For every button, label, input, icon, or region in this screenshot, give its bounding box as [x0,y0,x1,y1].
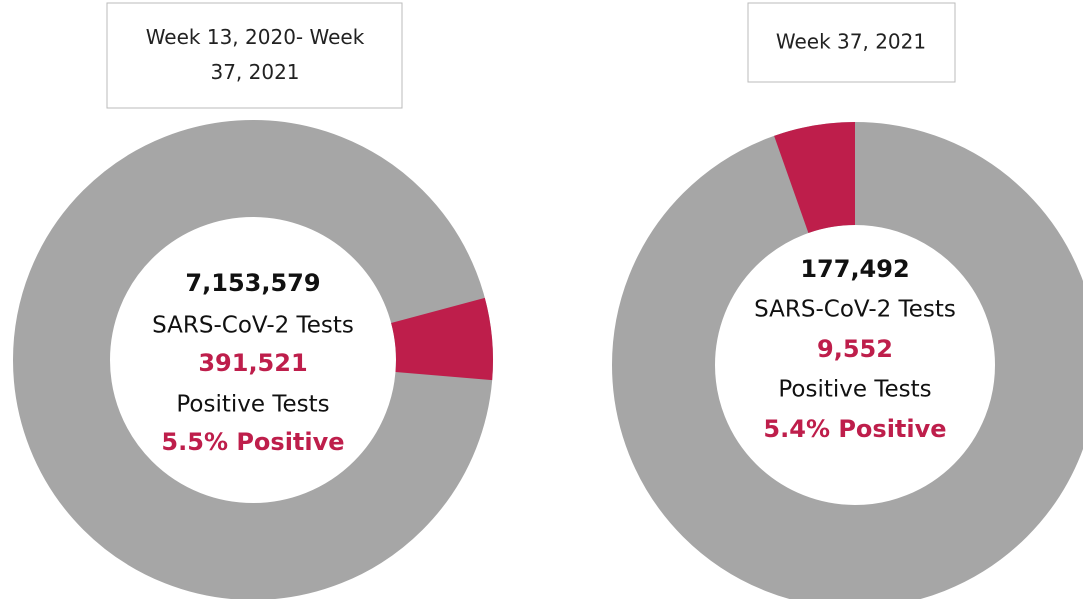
chart-title: Week 37, 2021 [776,30,926,54]
positive-label: Positive Tests [176,392,329,418]
donut-ring [612,122,1083,599]
title-box [747,2,956,83]
percent-positive: 5.5% Positive [161,428,344,456]
tests-label: SARS-CoV-2 Tests [754,297,956,323]
positive-slice [391,297,493,381]
total-tests: 177,492 [800,255,909,283]
positive-slice [774,122,855,233]
title-box [106,2,403,109]
chart-title: Week 13, 2020- Week 37, 2021 [146,25,365,84]
positive-count: 391,521 [198,349,307,377]
positive-count: 9,552 [817,335,893,363]
percent-positive: 5.4% Positive [763,415,946,443]
positive-label: Positive Tests [778,377,931,403]
tests-label: SARS-CoV-2 Tests [152,313,354,339]
total-tests: 7,153,579 [185,269,320,297]
